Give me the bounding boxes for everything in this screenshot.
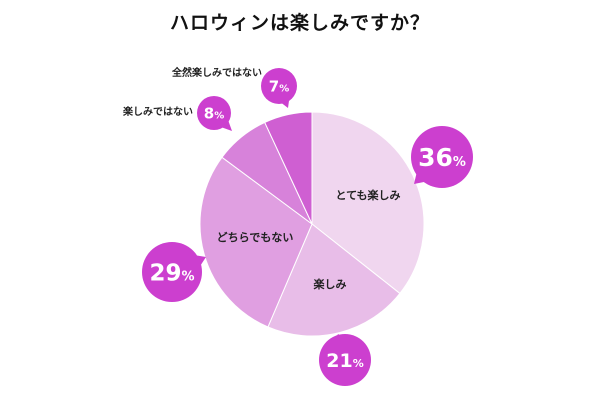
chart-title: ハロウィンは楽しみですか？	[169, 12, 430, 34]
value-bubble: 21%	[319, 334, 371, 386]
slice-label: どちらでもない	[217, 231, 294, 244]
value-bubble: 36%	[411, 126, 473, 188]
pie-slice	[264, 111, 313, 225]
slice-label: 全然楽しみではない	[171, 66, 262, 79]
pie-slice	[199, 156, 313, 328]
value-label: 29%	[149, 260, 194, 286]
slice-label: とても楽しみ	[335, 188, 400, 202]
slice-label: 楽しみ	[313, 277, 347, 291]
value-label: 21%	[326, 350, 363, 372]
value-bubble: 29%	[142, 242, 206, 302]
slice-label: 楽しみではない	[122, 105, 193, 118]
pie-slice	[311, 111, 425, 295]
value-bubble: 8%	[197, 96, 232, 131]
value-label: 7%	[269, 77, 289, 95]
value-bubble: 7%	[261, 68, 297, 108]
pie-slice	[267, 223, 401, 337]
value-label: 8%	[204, 104, 224, 122]
value-label: 36%	[418, 143, 466, 172]
